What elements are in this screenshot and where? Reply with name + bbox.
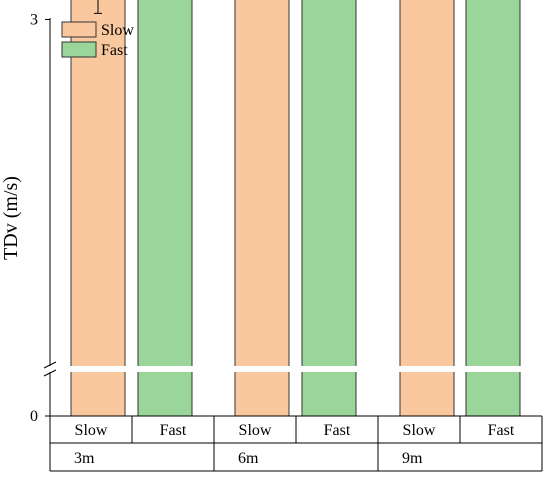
category-label-fast: Fast bbox=[324, 422, 351, 439]
bars-layer: *a*, aa*, a, b bbox=[51, 0, 543, 417]
category-label-slow: Slow bbox=[75, 422, 108, 439]
legend-label-fast: Fast bbox=[101, 42, 128, 59]
legend: Slow Fast bbox=[61, 21, 134, 59]
bar-6m-fast bbox=[301, 0, 357, 417]
axis-break-mark bbox=[43, 361, 57, 369]
bar-3m-fast bbox=[137, 0, 193, 417]
y-tick-label: 3 bbox=[30, 12, 38, 29]
y-axis-label: TDv (m/s) bbox=[0, 176, 22, 260]
bar-3m-slow bbox=[70, 0, 126, 417]
axes-layer: TDv (m/s) 5430 bbox=[0, 12, 57, 425]
bar-6m-slow bbox=[234, 0, 290, 417]
bar-9m-slow bbox=[399, 0, 455, 417]
axis-break-mark bbox=[43, 369, 57, 377]
legend-swatch-fast bbox=[61, 41, 97, 58]
axis-break-gap bbox=[51, 366, 543, 372]
group-label-6m: 6m bbox=[238, 450, 259, 467]
category-label-fast: Fast bbox=[488, 422, 515, 439]
category-label-fast: Fast bbox=[160, 422, 187, 439]
group-label-9m: 9m bbox=[402, 450, 423, 467]
category-label-slow: Slow bbox=[403, 422, 436, 439]
category-label-slow: Slow bbox=[239, 422, 272, 439]
legend-label-slow: Slow bbox=[101, 22, 134, 39]
y-tick-label: 0 bbox=[30, 408, 38, 425]
legend-swatch-slow bbox=[61, 21, 97, 38]
category-table: Slow Fast 3m Slow Fast 6m Slow Fast 9m bbox=[49, 415, 543, 472]
group-label-3m: 3m bbox=[74, 450, 95, 467]
bar-9m-fast bbox=[465, 0, 521, 417]
